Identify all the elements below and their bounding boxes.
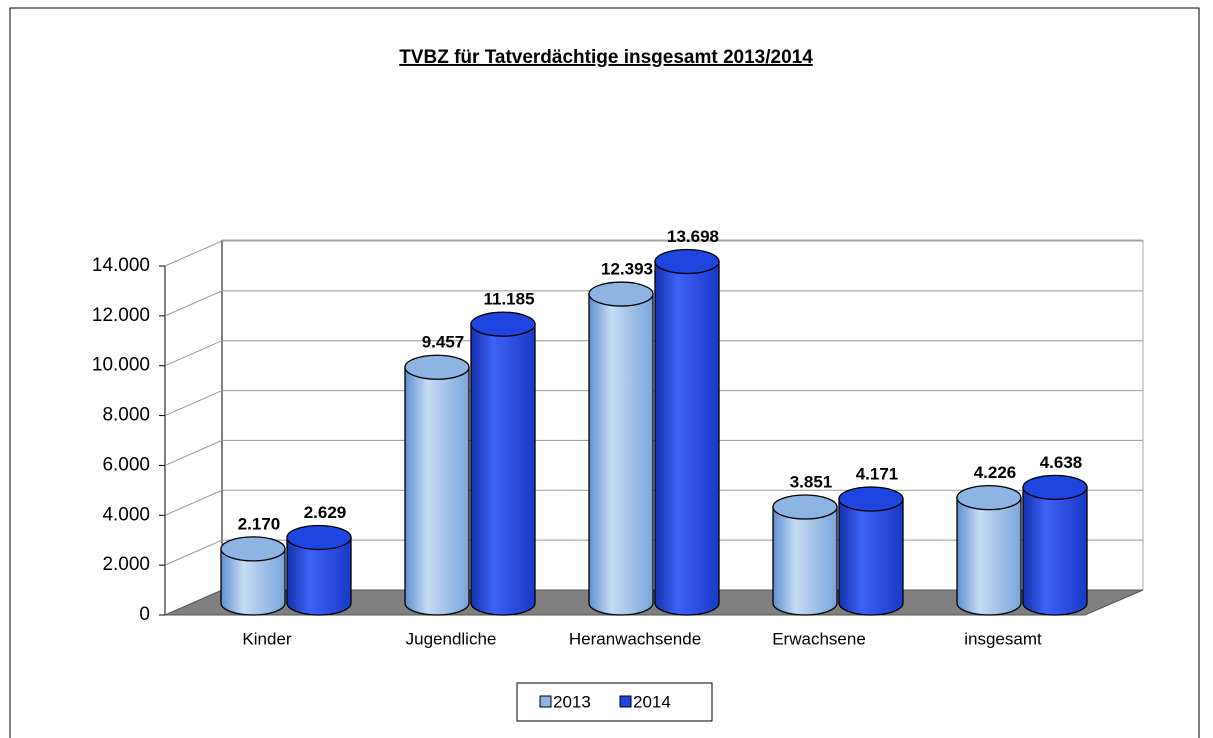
value-label: 4.226 xyxy=(974,463,1017,482)
bar-top xyxy=(956,485,1022,511)
x-tick-label: Erwachsene xyxy=(772,629,866,648)
grid-line xyxy=(164,439,1143,466)
y-tick-label: 6.000 xyxy=(102,454,150,475)
bar-body xyxy=(404,366,470,616)
bar-top xyxy=(404,354,470,380)
bar-top xyxy=(838,486,904,512)
y-tick-label: 0 xyxy=(139,604,150,625)
legend-label: 2014 xyxy=(633,692,671,711)
legend-swatch xyxy=(539,695,552,708)
bar-top xyxy=(286,524,352,551)
bar-body xyxy=(470,323,536,616)
legend-label: 2013 xyxy=(553,692,591,711)
y-tick-label: 10.000 xyxy=(92,355,150,376)
grid-line xyxy=(164,240,1143,267)
bar-body xyxy=(772,506,838,616)
bar-body xyxy=(654,260,720,616)
y-tick-label: 2.000 xyxy=(102,554,150,575)
bar-top xyxy=(220,536,286,562)
grid-line xyxy=(164,489,1143,516)
value-label: 3.851 xyxy=(790,472,833,491)
bar-top xyxy=(772,494,838,520)
bar-body xyxy=(1022,486,1088,616)
value-label: 9.457 xyxy=(422,333,465,352)
value-label: 12.393 xyxy=(601,260,653,279)
bar-body xyxy=(588,293,654,616)
bar-top xyxy=(1022,474,1088,501)
chart-title: TVBZ für Tatverdächtige insgesamt 2013/2… xyxy=(399,47,813,68)
value-label: 4.638 xyxy=(1040,453,1083,472)
legend-swatch xyxy=(619,695,632,708)
y-tick-label: 8.000 xyxy=(102,405,150,426)
grid-line xyxy=(164,390,1143,417)
grid-line xyxy=(164,290,1143,317)
value-label: 4.171 xyxy=(856,465,899,484)
y-tick-label: 14.000 xyxy=(92,255,150,276)
value-label: 2.629 xyxy=(304,503,347,522)
value-label: 11.185 xyxy=(483,290,534,309)
grid-line xyxy=(164,340,1143,367)
x-tick-label: Kinder xyxy=(242,629,291,648)
x-tick-label: insgesamt xyxy=(964,629,1042,648)
bar-body xyxy=(286,536,352,616)
y-tick-label: 12.000 xyxy=(92,305,150,326)
legend: 2013 2014 xyxy=(516,682,713,722)
bar-body xyxy=(956,497,1022,616)
bar-top xyxy=(654,248,720,275)
x-tick-label: Heranwachsende xyxy=(569,629,701,648)
y-tick-label: 4.000 xyxy=(102,504,150,525)
value-label: 2.170 xyxy=(238,514,281,533)
bar-body xyxy=(838,498,904,616)
value-label: 13.698 xyxy=(667,227,719,246)
bar-body xyxy=(220,548,286,616)
bar-top xyxy=(588,281,654,307)
x-tick-label: Jugendliche xyxy=(406,629,497,648)
bar-top xyxy=(470,311,536,337)
